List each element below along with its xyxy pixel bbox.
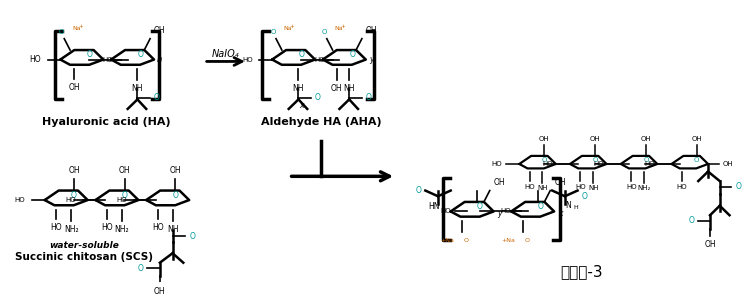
Text: H: H — [574, 205, 578, 210]
Text: O: O — [643, 157, 649, 163]
Text: +: + — [78, 24, 82, 29]
Text: O: O — [137, 50, 143, 59]
Text: Hyaluronic acid (HA): Hyaluronic acid (HA) — [42, 117, 170, 127]
Text: O: O — [172, 191, 178, 200]
Text: HO: HO — [29, 55, 41, 64]
Text: OH: OH — [704, 240, 716, 249]
Text: O: O — [189, 231, 195, 241]
Text: HO: HO — [440, 208, 451, 214]
Text: HO: HO — [575, 184, 585, 190]
Text: O: O — [270, 29, 276, 35]
Text: NH₂: NH₂ — [637, 185, 651, 191]
Text: NH: NH — [588, 185, 598, 191]
Text: O: O — [366, 93, 372, 102]
Text: x: x — [299, 101, 304, 110]
Text: OH: OH — [640, 136, 651, 142]
Text: HO: HO — [242, 57, 253, 62]
Text: HO: HO — [626, 184, 637, 190]
Text: +Na: +Na — [502, 238, 515, 243]
Text: OH: OH — [691, 136, 702, 142]
Text: NH: NH — [167, 225, 178, 234]
Text: O: O — [299, 50, 305, 59]
Text: y: y — [498, 209, 502, 218]
Text: O: O — [542, 157, 547, 163]
Text: OH: OH — [493, 178, 505, 187]
Text: NH: NH — [293, 84, 304, 93]
Text: O: O — [464, 238, 469, 243]
Text: HO: HO — [677, 184, 687, 190]
Text: HO: HO — [314, 57, 325, 62]
Text: Na: Na — [284, 26, 293, 31]
Text: N: N — [565, 201, 571, 210]
Text: O: O — [87, 50, 93, 59]
Text: O: O — [122, 191, 128, 200]
Text: O: O — [582, 192, 587, 201]
Text: O: O — [349, 50, 355, 59]
Text: O: O — [537, 202, 543, 211]
Text: OH: OH — [331, 84, 343, 93]
Text: NaIO₄: NaIO₄ — [212, 49, 239, 59]
Text: HO: HO — [644, 161, 655, 167]
Text: NH₂: NH₂ — [64, 225, 78, 234]
Text: n: n — [157, 55, 162, 64]
Text: +: + — [290, 24, 294, 29]
Text: OH: OH — [590, 136, 600, 142]
Text: OH: OH — [366, 26, 377, 35]
Text: HO: HO — [51, 223, 62, 232]
Text: HO: HO — [594, 161, 604, 167]
Text: y: y — [369, 55, 373, 64]
Text: +: + — [340, 24, 345, 29]
Text: O: O — [592, 157, 598, 163]
Text: Aldehyde HA (AHA): Aldehyde HA (AHA) — [261, 117, 381, 127]
Text: O: O — [71, 191, 77, 200]
Text: NH: NH — [343, 84, 355, 93]
Text: HO: HO — [101, 223, 113, 232]
Text: x: x — [558, 209, 562, 218]
Text: OH: OH — [169, 166, 181, 175]
Text: +Na: +Na — [441, 238, 455, 243]
Text: HO: HO — [152, 223, 163, 232]
Text: HO: HO — [542, 161, 554, 167]
Text: Succinic chitosan (SCS): Succinic chitosan (SCS) — [15, 252, 153, 262]
Text: O: O — [694, 157, 699, 163]
Text: O: O — [736, 182, 742, 191]
Text: HO: HO — [492, 161, 502, 167]
Text: O: O — [59, 29, 64, 35]
Text: O: O — [525, 238, 529, 243]
Text: HO: HO — [525, 184, 535, 190]
Text: NH: NH — [132, 84, 143, 93]
Text: NH: NH — [537, 185, 548, 191]
Text: O: O — [689, 216, 695, 226]
Text: Na: Na — [334, 26, 343, 31]
Text: OH: OH — [723, 161, 733, 167]
Text: OH: OH — [154, 26, 166, 35]
Text: 케토산-3: 케토산-3 — [560, 264, 603, 279]
Text: O: O — [154, 93, 160, 102]
Text: OH: OH — [119, 166, 131, 175]
Text: HO: HO — [15, 197, 25, 203]
Text: O: O — [477, 202, 483, 211]
Text: OH: OH — [68, 166, 80, 175]
Text: O: O — [415, 186, 421, 195]
Text: HO: HO — [116, 197, 127, 203]
Text: O: O — [315, 93, 321, 102]
Text: O: O — [321, 29, 326, 35]
Text: HO: HO — [501, 208, 511, 214]
Text: HO: HO — [103, 57, 113, 62]
Text: O: O — [137, 264, 143, 273]
Text: water-soluble: water-soluble — [49, 241, 119, 250]
Text: Na: Na — [72, 26, 81, 31]
Text: HN: HN — [429, 202, 440, 211]
Text: OH: OH — [154, 287, 166, 296]
Text: NH₂: NH₂ — [114, 225, 129, 234]
Text: OH: OH — [539, 136, 550, 142]
Text: OH: OH — [554, 178, 565, 187]
Text: OH: OH — [68, 83, 80, 92]
Text: HO: HO — [65, 197, 76, 203]
